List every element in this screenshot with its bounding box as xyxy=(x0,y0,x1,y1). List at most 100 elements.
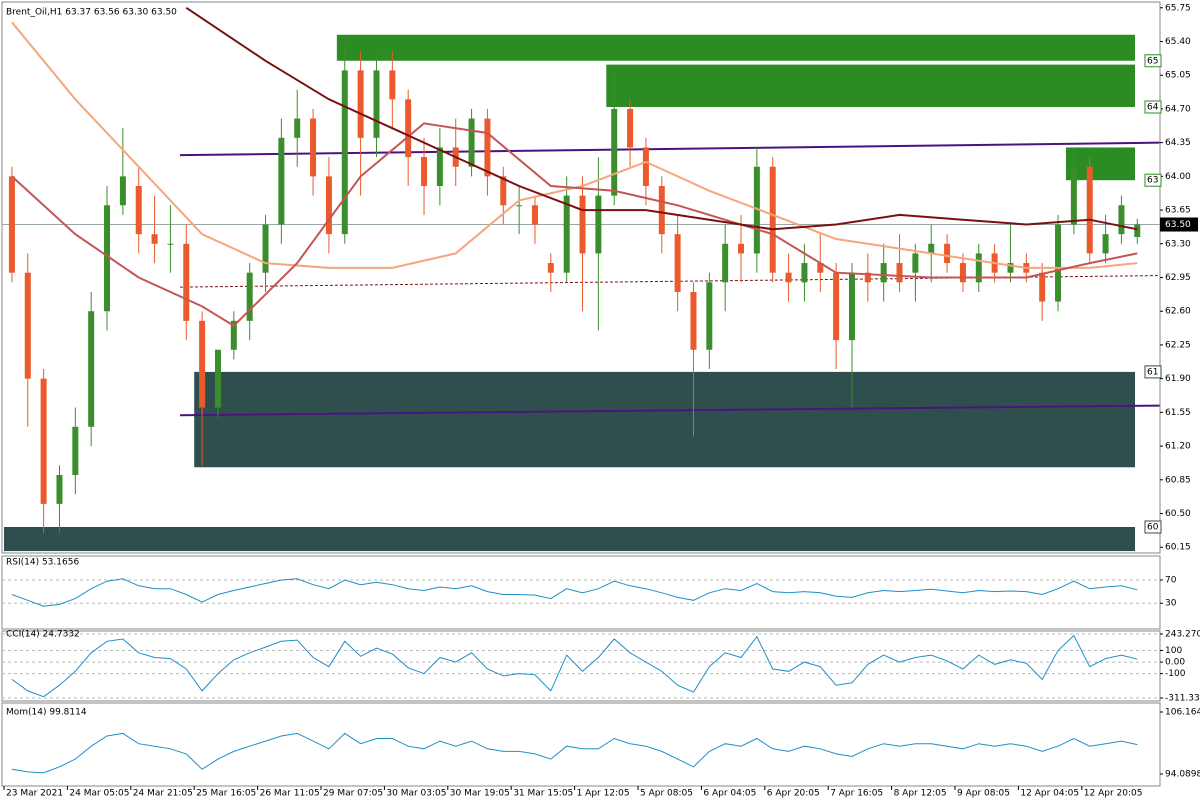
y-tick-label: 62.25 xyxy=(1165,340,1191,350)
zone-label-box xyxy=(1144,173,1162,187)
zone xyxy=(4,526,1135,552)
candle-body xyxy=(722,243,729,283)
candle-body xyxy=(1039,272,1046,302)
y-tick-label: 64.70 xyxy=(1165,104,1191,114)
y-tick-label: 64.35 xyxy=(1165,138,1191,148)
zone-label-box xyxy=(1144,54,1162,68)
candle-body xyxy=(1055,224,1062,302)
zone xyxy=(606,64,1135,107)
candle-body xyxy=(56,474,63,504)
indicator-line xyxy=(11,634,1138,698)
candle-body xyxy=(1007,263,1014,273)
candle-body xyxy=(421,157,428,186)
x-tick-label: 30 Mar 03:05 xyxy=(386,789,446,799)
candle-body xyxy=(88,311,95,427)
candle-body xyxy=(975,253,982,283)
candle-body xyxy=(516,205,523,207)
zone xyxy=(336,34,1136,61)
x-tick-label: 24 Mar 05:05 xyxy=(69,789,129,799)
y-tick-label: 65.75 xyxy=(1165,3,1191,13)
candle-body xyxy=(1102,234,1109,254)
candle-body xyxy=(1118,205,1125,235)
y-tick-label: -311.336 xyxy=(1165,694,1200,704)
candle-body xyxy=(230,320,237,350)
candle-body xyxy=(500,176,507,206)
x-tick-label: 23 Mar 2021 xyxy=(6,789,63,799)
x-tick-label: 6 Apr 04:05 xyxy=(703,789,756,799)
candle-body xyxy=(690,291,697,350)
x-tick-label: 24 Mar 21:05 xyxy=(133,789,193,799)
candle-body xyxy=(167,243,174,245)
candle-body xyxy=(579,195,586,254)
panel-title: RSI(14) 53.1656 xyxy=(6,558,79,568)
candle-body xyxy=(658,185,665,235)
y-tick-label: 60.15 xyxy=(1165,543,1191,553)
candle-body xyxy=(199,320,206,408)
zone xyxy=(194,371,1135,468)
y-tick-label: 62.60 xyxy=(1165,307,1191,317)
candle-body xyxy=(674,234,681,292)
cci-panel-frame xyxy=(1,630,1161,702)
y-tick-label: 62.95 xyxy=(1165,273,1191,283)
y-tick-label: 106.1648 xyxy=(1165,708,1200,718)
rsi-panel-frame xyxy=(1,555,1161,630)
x-tick-label: 6 Apr 20:05 xyxy=(767,789,820,799)
candle-body xyxy=(135,185,142,235)
panel-title: Mom(14) 99.8114 xyxy=(6,708,87,718)
candle-body xyxy=(373,70,380,138)
candle-body xyxy=(310,118,317,177)
y-tick-label: 63.30 xyxy=(1165,239,1191,249)
candle-body xyxy=(278,137,285,225)
x-tick-label: 29 Mar 07:05 xyxy=(323,789,383,799)
candle-body xyxy=(595,195,602,254)
candle-body xyxy=(119,176,126,206)
candle-body xyxy=(817,263,824,273)
candle-body xyxy=(341,70,348,235)
y-tick-label: 64.00 xyxy=(1165,172,1191,182)
candle-body xyxy=(959,263,966,283)
candle-body xyxy=(785,272,792,283)
candle-body xyxy=(928,243,935,254)
candle-body xyxy=(912,253,919,273)
y-tick-label: 100 xyxy=(1165,646,1182,656)
last-price-label: 63.50 xyxy=(1165,220,1191,230)
y-tick-label: 61.55 xyxy=(1165,408,1191,418)
x-tick-label: 25 Mar 16:05 xyxy=(196,789,256,799)
zone-label-box xyxy=(1144,365,1162,379)
y-tick-label: 30 xyxy=(1165,599,1177,609)
y-tick-label: 0.00 xyxy=(1165,658,1185,668)
candle-body xyxy=(484,118,491,177)
y-tick-label: 243.2705 xyxy=(1165,630,1200,640)
candle-body xyxy=(436,147,443,186)
x-tick-label: 30 Mar 19:05 xyxy=(450,789,510,799)
candle-body xyxy=(357,70,364,138)
candle-body xyxy=(563,195,570,273)
zone xyxy=(1065,147,1135,181)
y-tick-label: 60.85 xyxy=(1165,475,1191,485)
y-tick-label: 65.40 xyxy=(1165,37,1191,47)
candle-body xyxy=(738,243,745,254)
moving-average xyxy=(11,122,1138,327)
candle-body xyxy=(104,205,111,312)
y-tick-label: 61.90 xyxy=(1165,374,1191,384)
candle-body xyxy=(611,108,618,196)
panel-title: CCI(14) 24.7332 xyxy=(6,630,80,640)
y-tick-label: 63.65 xyxy=(1165,206,1191,216)
candle-body xyxy=(642,147,649,186)
candle-body xyxy=(405,99,412,158)
candle-body xyxy=(389,70,396,100)
y-tick-label: 94.0898 xyxy=(1165,770,1200,780)
candle-body xyxy=(627,108,634,148)
candle-body xyxy=(151,234,158,244)
candle-body xyxy=(880,263,887,283)
moving-average xyxy=(11,21,1138,269)
candle-body xyxy=(325,176,332,235)
x-tick-label: 9 Apr 08:05 xyxy=(957,789,1010,799)
candle-body xyxy=(896,263,903,283)
zone-label: 65 xyxy=(1147,56,1158,66)
candle-body xyxy=(183,243,190,321)
candle-body xyxy=(262,224,269,273)
candle-body xyxy=(547,263,554,273)
candle-body xyxy=(214,349,221,408)
